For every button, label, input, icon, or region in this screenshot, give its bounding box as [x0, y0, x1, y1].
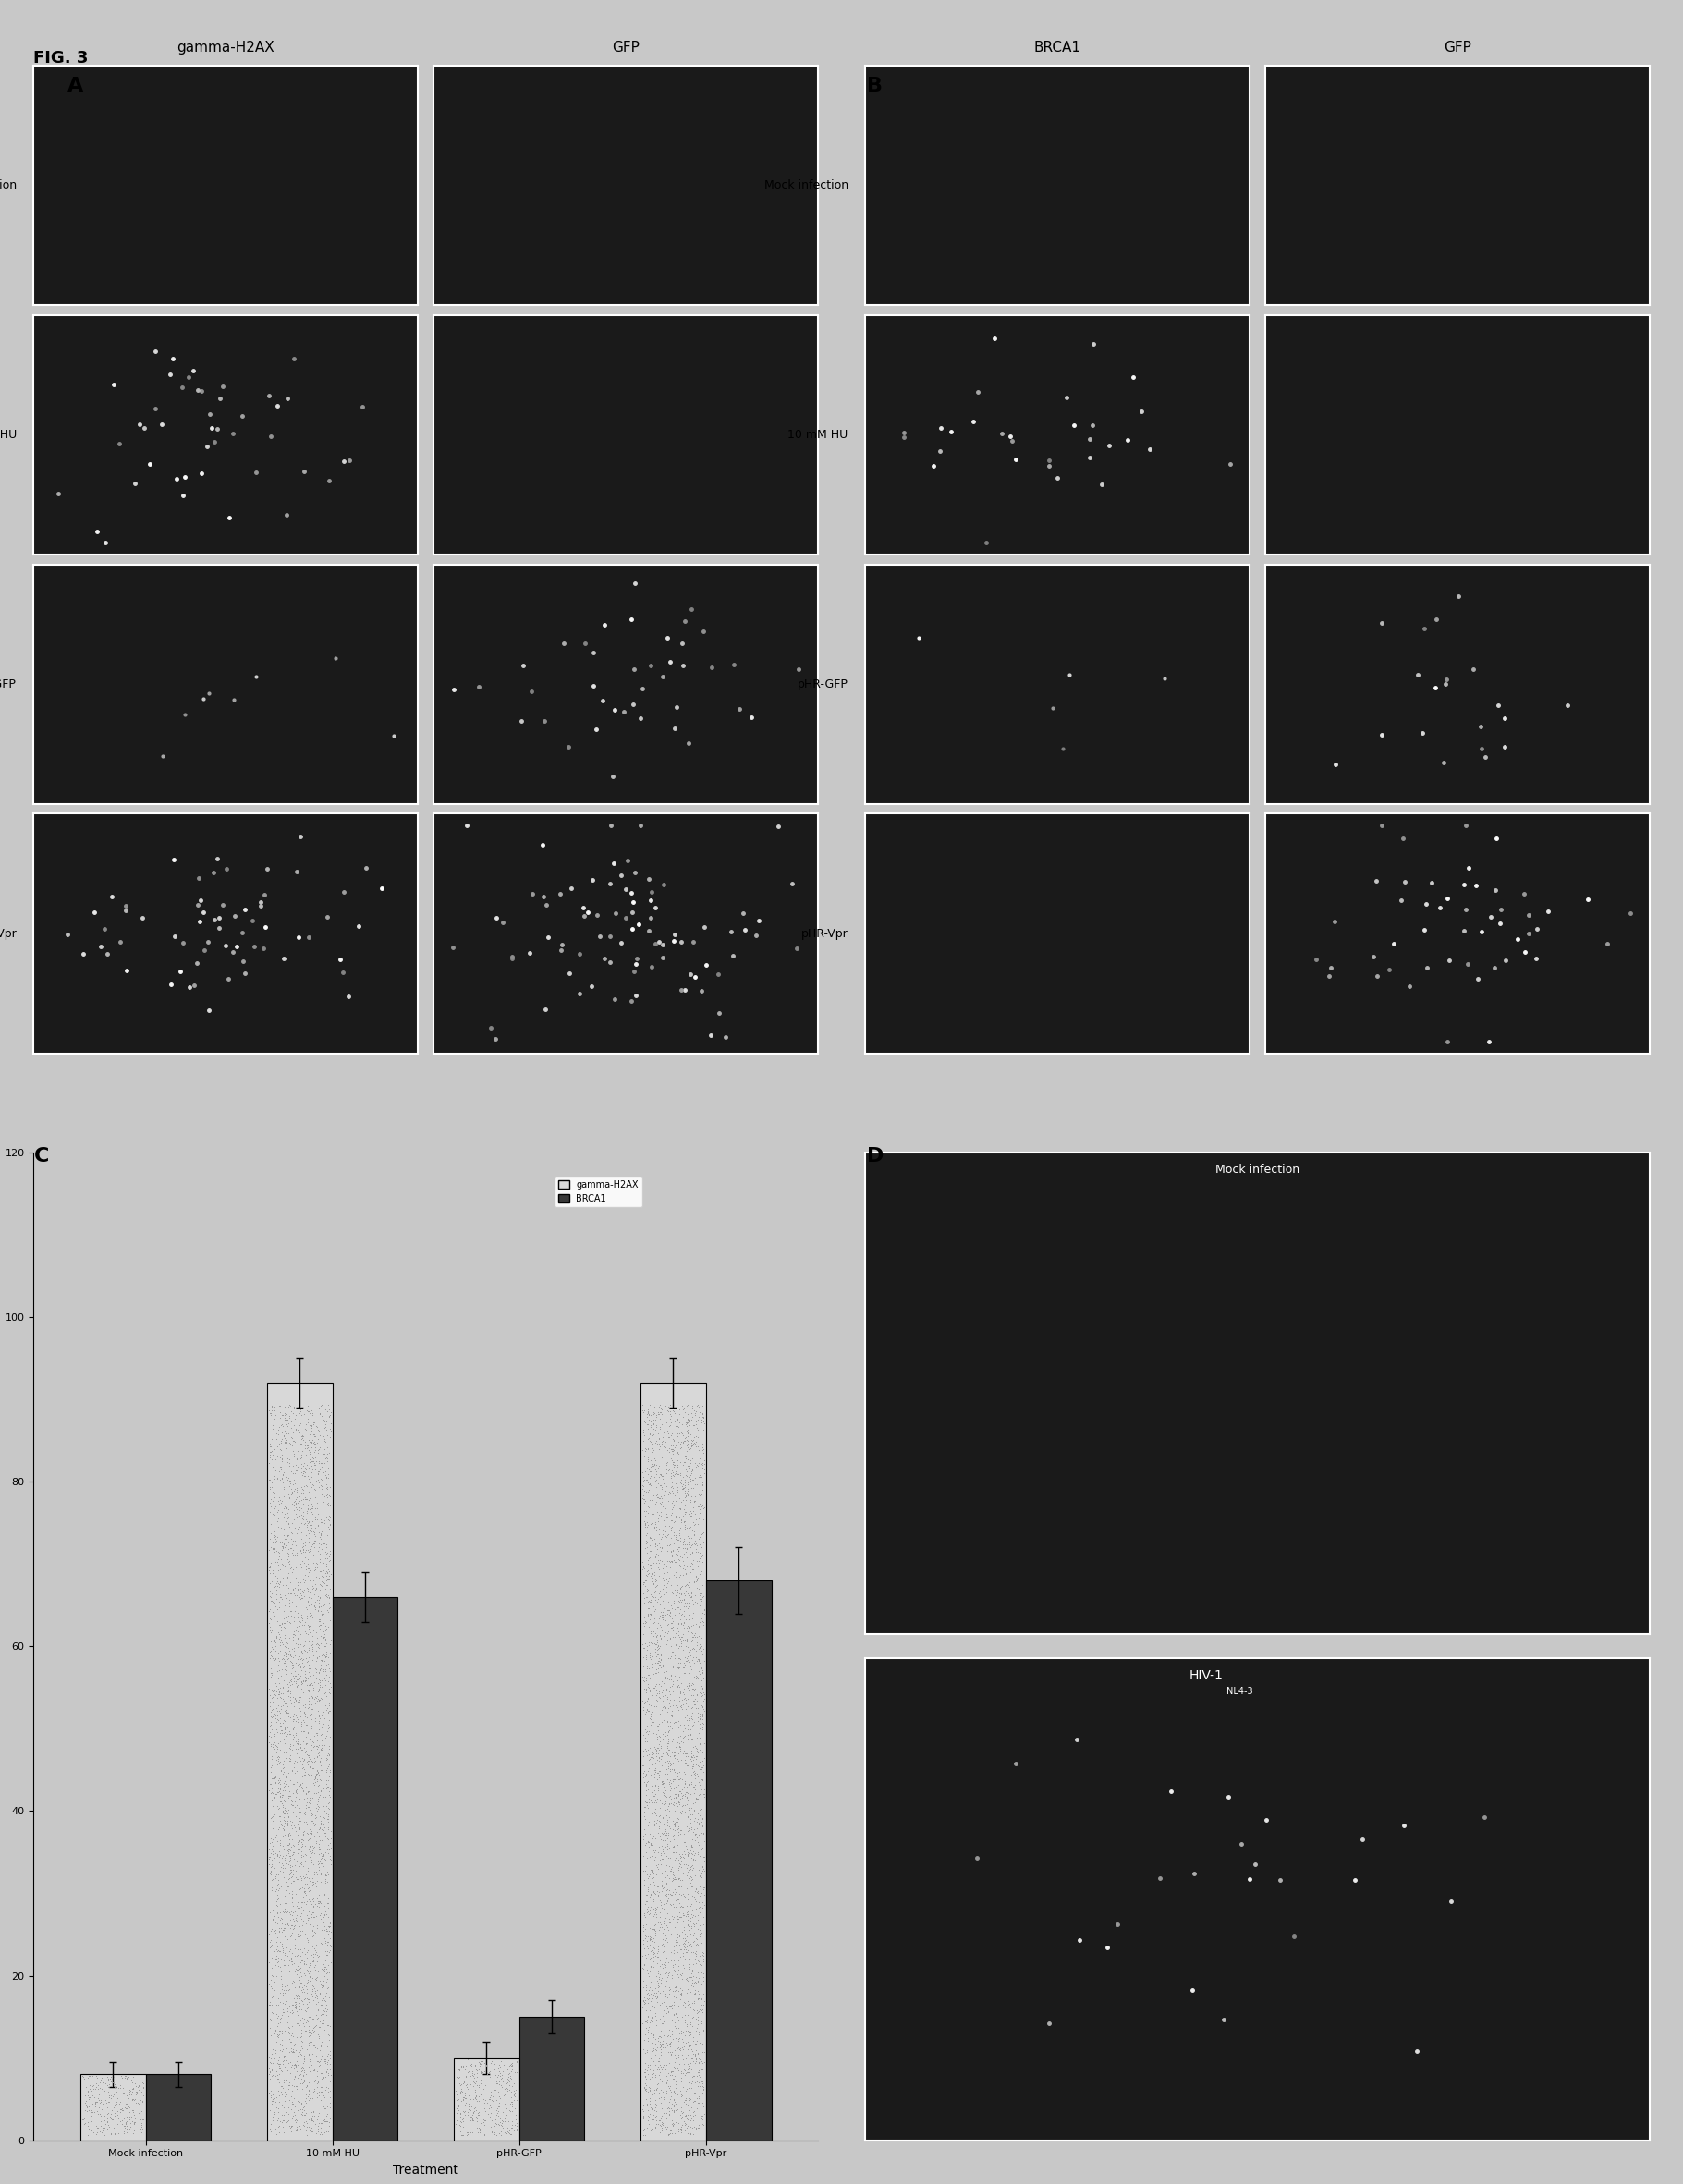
Text: Mock infection: Mock infection [1215, 1164, 1299, 1175]
Text: Mock infection: Mock infection [764, 179, 848, 192]
Text: 10 mM HU: 10 mM HU [0, 428, 17, 441]
Text: FIG. 3: FIG. 3 [34, 50, 89, 68]
X-axis label: Treatment: Treatment [394, 2164, 458, 2177]
Text: NL4-3: NL4-3 [1227, 1686, 1254, 1697]
Text: Mock infection: Mock infection [0, 179, 17, 192]
Bar [333, 1597, 397, 2140]
Bar [705, 1581, 771, 2140]
Text: BRCA1: BRCA1 [1033, 41, 1080, 55]
Bar [81, 2075, 146, 2140]
Text: HIV-1: HIV-1 [1190, 1669, 1224, 1682]
Bar [641, 1382, 705, 2140]
Text: pHR-Vpr: pHR-Vpr [801, 928, 848, 939]
Text: A: A [67, 76, 82, 94]
Text: B: B [867, 76, 882, 94]
Bar [146, 2075, 210, 2140]
Text: GFP: GFP [613, 41, 640, 55]
Text: C: C [34, 1147, 49, 1164]
Text: pHR-GFP: pHR-GFP [798, 679, 848, 690]
Text: pHR-GFP: pHR-GFP [0, 679, 17, 690]
Text: 10 mM HU: 10 mM HU [788, 428, 848, 441]
Legend: gamma-H2AX, BRCA1: gamma-H2AX, BRCA1 [555, 1177, 643, 1208]
Text: pHR-Vpr: pHR-Vpr [0, 928, 17, 939]
Text: gamma-H2AX: gamma-H2AX [177, 41, 274, 55]
Text: D: D [867, 1147, 884, 1164]
Bar [268, 1382, 333, 2140]
Bar [454, 2057, 518, 2140]
Text: GFP: GFP [1444, 41, 1471, 55]
Bar [518, 2016, 584, 2140]
